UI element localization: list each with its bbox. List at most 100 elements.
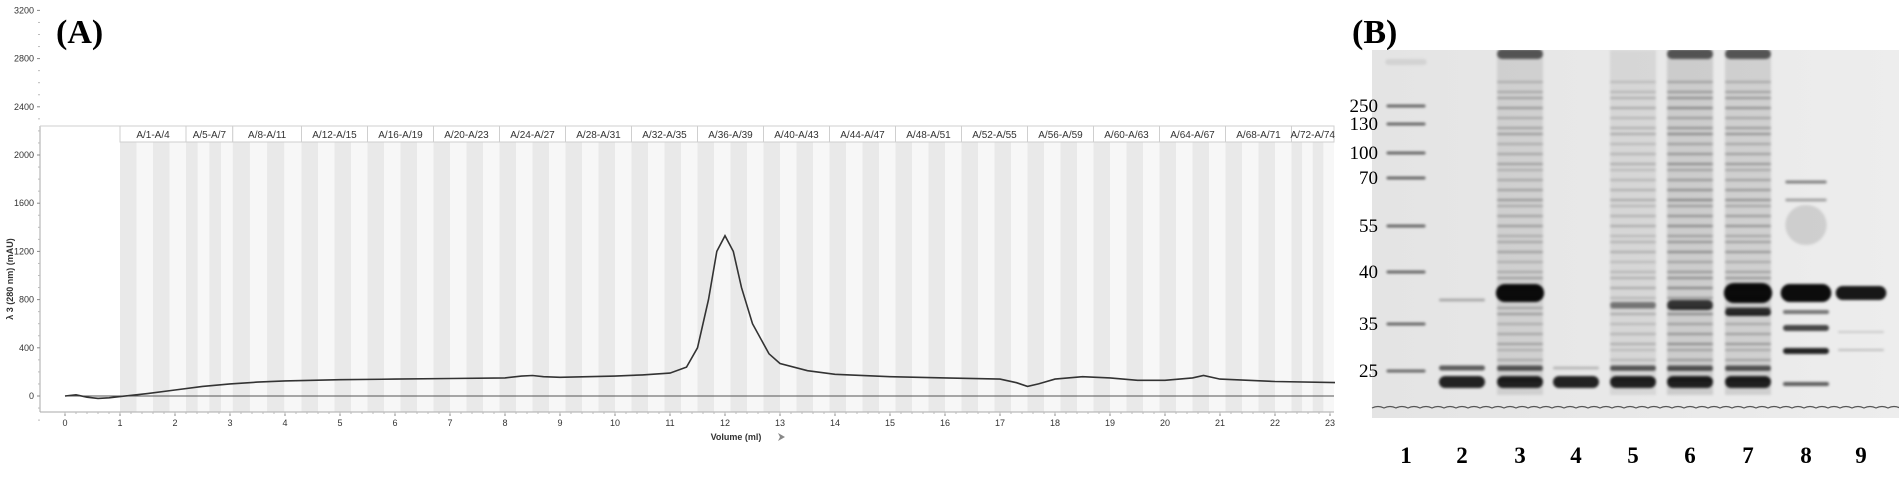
gel-band <box>1497 116 1543 120</box>
fraction-label: A/16-A/19 <box>378 130 423 141</box>
fraction-stripe <box>120 142 137 412</box>
fraction-stripe <box>582 142 599 412</box>
fraction-stripe <box>1242 142 1259 412</box>
gel-band <box>1386 270 1426 274</box>
gel-band <box>1725 132 1771 136</box>
fraction-stripe <box>400 142 417 412</box>
x-axis-label: Volume (ml) <box>711 432 762 442</box>
gel-band <box>1610 312 1656 316</box>
gel-lane-label: 3 <box>1514 443 1526 468</box>
x-tick-label: 2 <box>172 418 177 428</box>
y-tick-label: 800 <box>19 295 34 305</box>
fraction-stripe <box>565 142 582 412</box>
gel-band <box>1439 365 1485 371</box>
fraction-label: A/28-A/31 <box>576 130 621 141</box>
gel-band <box>1610 302 1656 308</box>
fraction-stripe <box>631 142 648 412</box>
gel-marker-label: 70 <box>1359 168 1378 189</box>
y-tick-label: 1200 <box>14 246 34 256</box>
gel-band <box>1497 178 1543 182</box>
fraction-stripe <box>648 142 665 412</box>
gel-band <box>1838 331 1884 333</box>
gel-band <box>1610 116 1656 120</box>
gel-band <box>1667 224 1713 228</box>
gel-band <box>1725 188 1771 192</box>
fraction-stripe <box>284 142 302 412</box>
gel-band <box>1725 80 1771 84</box>
x-tick-label: 11 <box>665 418 674 428</box>
gel-band <box>1610 260 1656 264</box>
panel-label-b: (B) <box>1352 14 1398 51</box>
gel-band <box>1667 358 1713 362</box>
gel-band <box>1497 49 1543 59</box>
gel-band <box>1610 224 1656 228</box>
gel-band <box>1667 116 1713 120</box>
fraction-stripe <box>367 142 384 412</box>
gel-band <box>1667 142 1713 146</box>
gel-band <box>1610 376 1656 388</box>
gel-marker-label: 250 <box>1350 96 1379 117</box>
x-tick-label: 8 <box>502 418 507 428</box>
fraction-stripe <box>780 142 797 412</box>
fraction-stripe <box>1176 142 1193 412</box>
x-tick-label: 4 <box>282 418 287 428</box>
gel-band <box>1497 332 1543 336</box>
fraction-stripe <box>1011 142 1028 412</box>
fraction-stripe <box>813 142 830 412</box>
gel-band <box>1497 240 1543 244</box>
fraction-stripe <box>928 142 945 412</box>
gel-band <box>1667 126 1713 130</box>
x-tick-label: 21 <box>1215 418 1225 428</box>
gel-marker-label: 55 <box>1359 216 1378 237</box>
gel-band <box>1610 162 1656 166</box>
x-tick-label: 18 <box>1050 418 1060 428</box>
gel-band <box>1386 176 1426 180</box>
x-tick-label: 23 <box>1325 418 1335 428</box>
gel-band <box>1667 198 1713 202</box>
fraction-stripe <box>232 142 250 412</box>
gel-band <box>1497 365 1543 371</box>
fraction-stripe <box>499 142 516 412</box>
gel-band <box>1610 198 1656 202</box>
gel-band <box>1386 151 1426 155</box>
gel-band <box>1610 80 1656 84</box>
panel-label-a: (A) <box>56 14 104 51</box>
fraction-stripe <box>221 142 233 412</box>
fraction-label: A/8-A/11 <box>248 130 287 141</box>
fraction-stripe <box>433 142 450 412</box>
gel-band <box>1785 205 1827 245</box>
gel-band <box>1725 224 1771 228</box>
gel-marker-label: 25 <box>1359 361 1378 382</box>
gel-marker-label: 100 <box>1350 143 1379 164</box>
gel-band <box>1497 126 1543 130</box>
x-tick-label: 3 <box>227 418 232 428</box>
fraction-stripe <box>615 142 632 412</box>
fraction-stripe <box>532 142 549 412</box>
fraction-stripe <box>384 142 401 412</box>
gel-band <box>1667 234 1713 238</box>
fraction-stripe <box>209 142 222 412</box>
gel-lane-label: 1 <box>1400 443 1412 468</box>
gel-band <box>1497 90 1543 94</box>
gel-band <box>1610 322 1656 326</box>
gel-band <box>1667 322 1713 326</box>
gel-edge <box>1371 405 1899 409</box>
gel-band <box>1385 59 1427 65</box>
x-tick-label: 13 <box>775 418 785 428</box>
fraction-stripe <box>153 142 170 412</box>
gel-band <box>1610 234 1656 238</box>
gel-band <box>1553 366 1599 370</box>
gel-band <box>1667 260 1713 264</box>
fraction-stripe <box>598 142 615 412</box>
gel-band <box>1725 204 1771 208</box>
gel-band <box>1725 342 1771 346</box>
x-tick-label: 22 <box>1270 418 1280 428</box>
gel-band <box>1495 284 1545 302</box>
gel-band <box>1725 198 1771 202</box>
sds-page-gel-panel: 250 130 100 70 55 40 35 25 1 2 3 4 5 6 7 8 9 <box>1340 49 1899 490</box>
gel-band <box>1439 298 1485 302</box>
gel-band <box>1667 250 1713 254</box>
gel-band <box>1667 152 1713 156</box>
gel-band <box>1610 152 1656 156</box>
